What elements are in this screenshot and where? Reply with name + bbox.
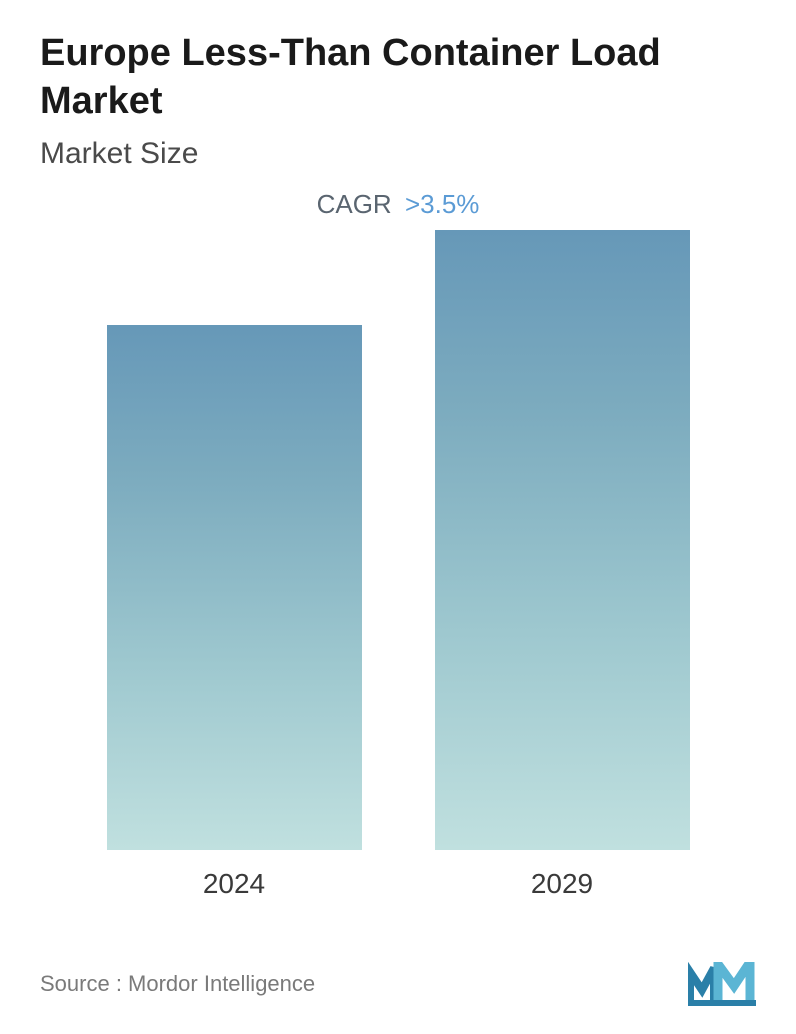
bar-group-0: 2024	[94, 325, 374, 900]
bar-1	[435, 230, 690, 850]
bar-0	[107, 325, 362, 850]
mordor-logo-icon	[688, 962, 756, 1006]
bar-group-1: 2029	[422, 230, 702, 900]
source-text: Source : Mordor Intelligence	[40, 971, 315, 997]
cagr-row: CAGR >3.5%	[40, 189, 756, 220]
chart-subtitle: Market Size	[40, 137, 756, 171]
cagr-label: CAGR	[317, 189, 392, 219]
bar-label-0: 2024	[203, 868, 265, 900]
chart-title: Europe Less-Than Container Load Market	[40, 30, 756, 125]
bar-label-1: 2029	[531, 868, 593, 900]
cagr-value: >3.5%	[405, 189, 479, 219]
chart-area: 2024 2029	[40, 260, 756, 900]
footer: Source : Mordor Intelligence	[40, 962, 756, 1006]
